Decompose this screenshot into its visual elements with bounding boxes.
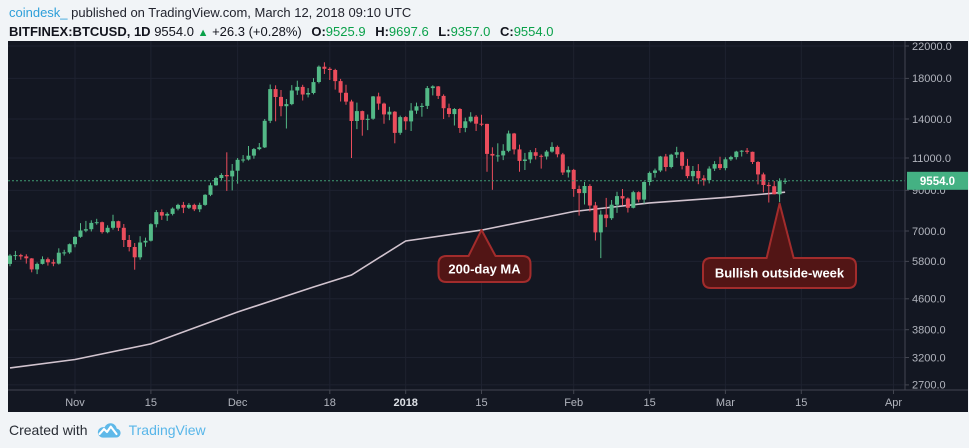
price-badge: 9554.0 — [907, 171, 968, 190]
annotation-callout[interactable]: 200-day MA — [437, 228, 532, 283]
svg-text:Dec: Dec — [228, 397, 248, 409]
svg-text:Bullish outside-week: Bullish outside-week — [715, 266, 845, 281]
symbol-title: BITFINEX:BTCUSD, 1D — [9, 24, 151, 39]
open-label: O: — [311, 24, 326, 39]
svg-text:9554.0: 9554.0 — [920, 176, 955, 188]
tradingview-brand-link[interactable]: TradingView — [128, 422, 206, 438]
created-with-label: Created with — [9, 422, 88, 438]
tradingview-logo-icon[interactable] — [95, 421, 122, 439]
chart-canvas[interactable]: 22000.0 18000.0 14000.0 11000.0 9000.0 7000.0… — [8, 41, 968, 412]
svg-text:22000.0: 22000.0 — [912, 41, 952, 53]
published-text: published on TradingView.com, March 12, … — [71, 5, 412, 20]
close-label: C: — [499, 24, 514, 39]
svg-text:2700.0: 2700.0 — [912, 380, 946, 392]
annotation-callout[interactable]: Bullish outside-week — [702, 202, 857, 289]
last-price: 9554.0 — [154, 24, 194, 39]
up-triangle-icon: ▲ — [197, 27, 209, 39]
ohlc-low: L:9357.0 — [438, 24, 490, 39]
svg-text:7000.0: 7000.0 — [912, 226, 946, 238]
svg-text:Feb: Feb — [564, 397, 583, 409]
price-axis[interactable]: 22000.018000.014000.011000.09000.07000.0… — [905, 41, 952, 392]
svg-text:3200.0: 3200.0 — [912, 352, 946, 364]
low-value: 9357.0 — [450, 24, 491, 39]
svg-text:Apr: Apr — [885, 397, 902, 409]
svg-text:4600.0: 4600.0 — [912, 294, 946, 306]
svg-text:14000.0: 14000.0 — [912, 114, 952, 126]
svg-text:18000.0: 18000.0 — [912, 73, 952, 85]
publisher-link[interactable]: coindesk_ — [9, 5, 68, 20]
grid — [8, 41, 905, 390]
published-line: coindesk_ published on TradingView.com, … — [9, 4, 553, 21]
svg-text:15: 15 — [475, 397, 487, 409]
svg-text:3800.0: 3800.0 — [912, 325, 946, 337]
ohlc-high: H:9697.6 — [375, 24, 428, 39]
high-label: H: — [375, 24, 389, 39]
open-value: 9525.9 — [325, 24, 366, 39]
close-value: 9554.0 — [513, 24, 554, 39]
svg-text:Mar: Mar — [716, 397, 735, 409]
svg-text:15: 15 — [643, 397, 655, 409]
price-chart-svg[interactable]: 22000.018000.014000.011000.09000.07000.0… — [8, 41, 968, 412]
svg-text:18: 18 — [324, 397, 336, 409]
svg-text:200-day MA: 200-day MA — [448, 262, 521, 277]
ohlc-open: O:9525.9 — [311, 24, 365, 39]
low-label: L: — [438, 24, 451, 39]
svg-text:Nov: Nov — [65, 397, 85, 409]
svg-text:2018: 2018 — [393, 397, 417, 409]
svg-text:15: 15 — [795, 397, 807, 409]
svg-text:11000.0: 11000.0 — [912, 153, 951, 165]
publish-header: coindesk_ published on TradingView.com, … — [9, 4, 553, 42]
ohlc-close: C:9554.0 — [500, 24, 553, 39]
high-value: 9697.6 — [388, 24, 429, 39]
footer: Created with TradingView — [9, 419, 206, 441]
svg-text:15: 15 — [145, 397, 157, 409]
symbol-line: BITFINEX:BTCUSD, 1D 9554.0 ▲ +26.3 (+0.2… — [9, 23, 553, 42]
candlestick-series[interactable] — [8, 62, 788, 275]
time-axis[interactable]: Nov 15 Dec 18 2018 15 Feb 15 Mar 15 Apr — [65, 390, 902, 409]
change-text: +26.3 (+0.28%) — [212, 24, 302, 39]
ma-200-line[interactable] — [9, 191, 786, 369]
svg-text:5800.0: 5800.0 — [912, 256, 946, 268]
